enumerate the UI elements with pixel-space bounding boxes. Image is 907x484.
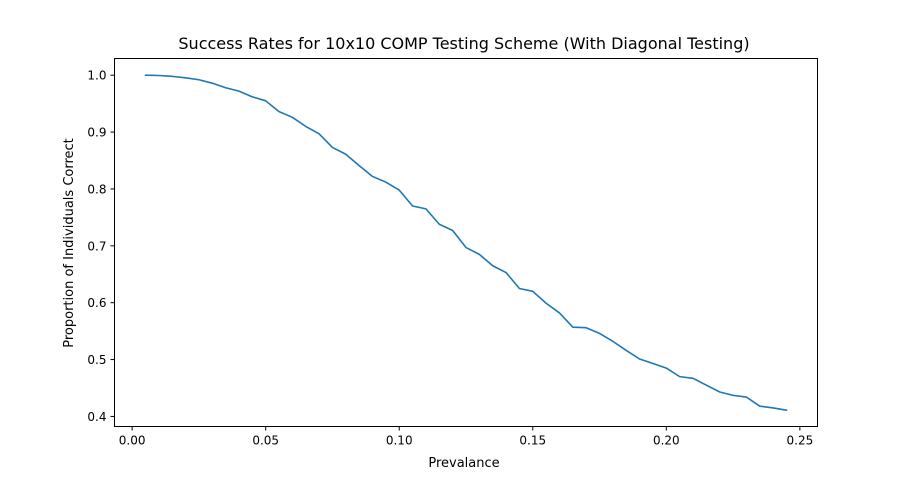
x-tick-label: 0.25 [787,434,814,448]
y-tick-label: 0.6 [87,296,106,310]
plot-frame [114,58,818,427]
y-tick-label: 0.4 [87,410,106,424]
y-tick-label: 0.8 [87,182,106,196]
x-tick-label: 0.05 [252,434,279,448]
x-axis-label: Prevalance [428,456,499,471]
chart-title: Success Rates for 10x10 COMP Testing Sch… [178,34,749,53]
y-tick-label: 0.7 [87,239,106,253]
x-tick-label: 0.20 [653,434,680,448]
y-axis-label: Proportion of Individuals Correct [62,138,77,348]
series-line [144,74,788,411]
y-tick-label: 1.0 [87,69,106,83]
y-axis-ticks: 0.4 0.5 0.6 0.7 0.8 0.9 1.0 [87,69,115,424]
x-tick-label: 0.15 [519,434,546,448]
y-tick-label: 0.9 [87,126,106,140]
x-tick-label: 0.00 [119,434,146,448]
x-axis-ticks: 0.00 0.05 0.10 0.15 0.20 0.25 [119,426,814,448]
x-tick-label: 0.10 [386,434,413,448]
y-tick-label: 0.5 [87,353,106,367]
